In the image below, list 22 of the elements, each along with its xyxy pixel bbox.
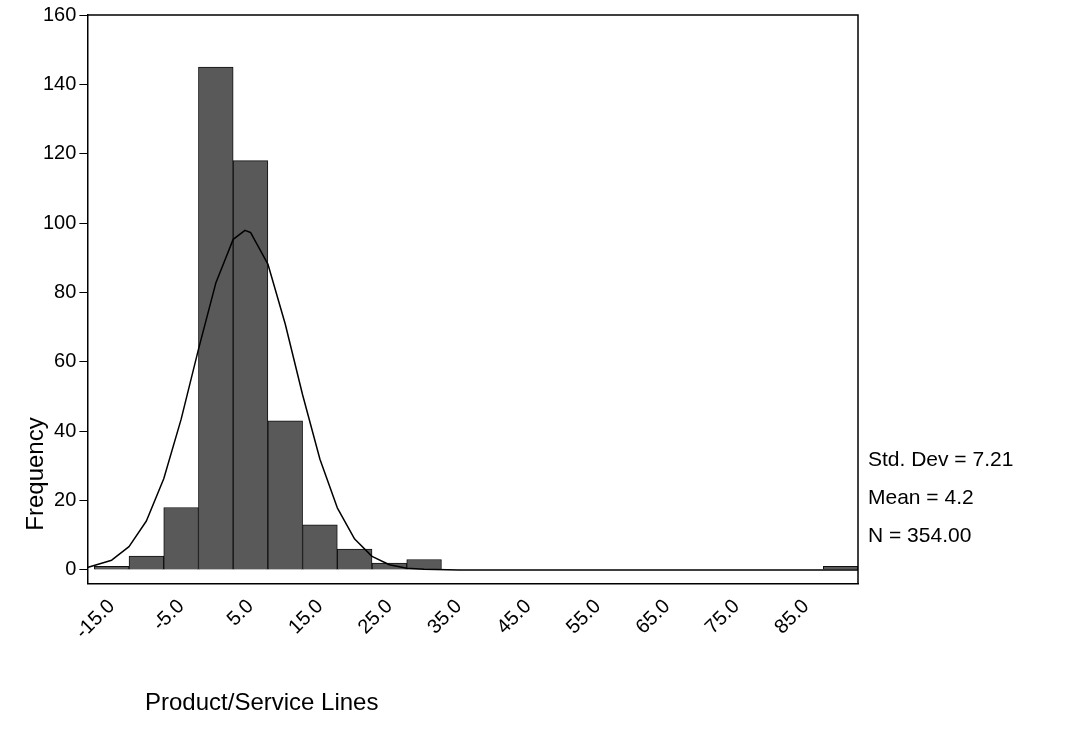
x-tick-label: 45.0 [491, 594, 535, 638]
text: Mean = 4.2 [868, 485, 974, 509]
x-tick-label: 85.0 [769, 594, 813, 638]
text: N = 354.00 [868, 523, 972, 547]
y-tick-label: 40 [54, 418, 77, 441]
y-tick-label: 20 [54, 488, 77, 511]
text: Std. Dev = 7.21 [868, 447, 1014, 471]
x-tick-label: -5.0 [147, 594, 188, 635]
y-tick-label: 160 [42, 2, 77, 25]
y-tick-label: 60 [54, 349, 77, 372]
y-tick-label: 80 [54, 279, 77, 302]
x-tick-label: 75.0 [700, 594, 744, 638]
y-axis-title: Frequency [20, 417, 49, 531]
x-axis-title: Product/Service Lines [145, 688, 379, 716]
y-tick-label: 120 [42, 141, 77, 164]
x-tick-label: 65.0 [630, 594, 674, 638]
y-tick-label: 100 [42, 210, 77, 233]
x-tick-label: 55.0 [561, 594, 605, 638]
y-tick-label: 140 [42, 71, 77, 94]
y-tick-label: 0 [65, 557, 77, 580]
x-tick-label: 5.0 [222, 594, 258, 630]
x-tick-label: 35.0 [422, 594, 466, 638]
